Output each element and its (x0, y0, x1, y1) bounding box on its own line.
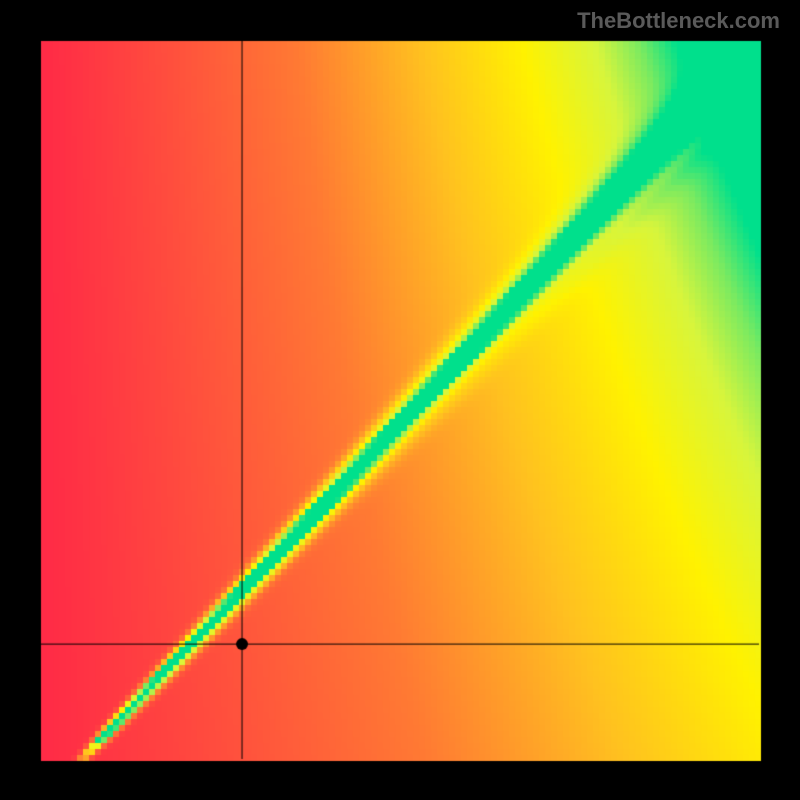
bottleneck-heatmap (0, 0, 800, 800)
watermark-text: TheBottleneck.com (577, 8, 780, 34)
